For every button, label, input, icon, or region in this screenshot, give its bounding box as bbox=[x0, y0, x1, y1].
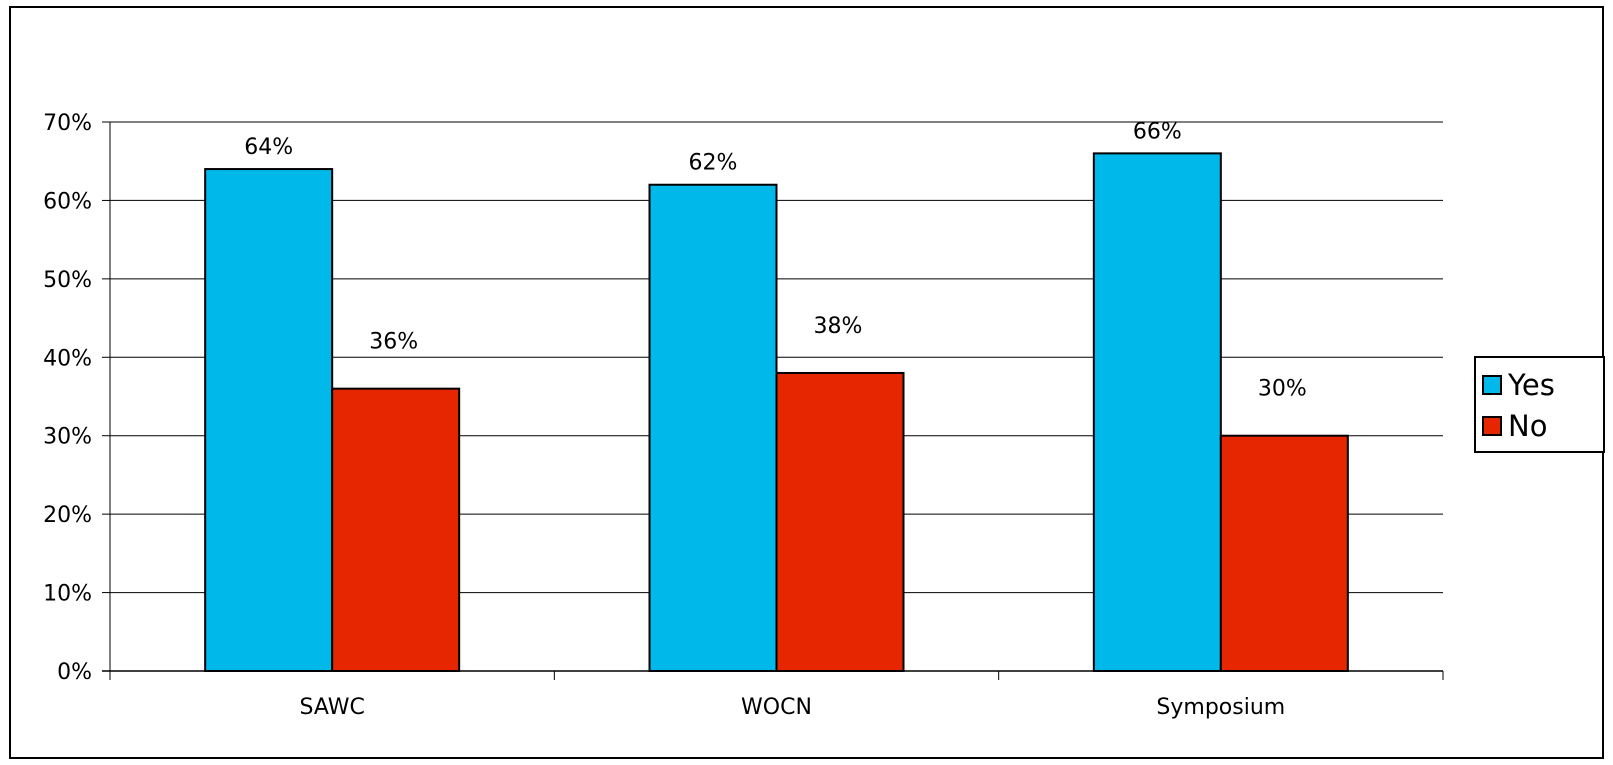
y-axis-ticks: 0% 10% 20% 30% 40% 50% 60% 70% bbox=[43, 111, 110, 685]
bar-no-wocn bbox=[775, 371, 905, 672]
y-tick-label: 70% bbox=[43, 111, 92, 136]
bar-no-symposium bbox=[1219, 434, 1349, 673]
legend-swatch-no bbox=[1482, 416, 1502, 436]
x-category-label: Symposium bbox=[1156, 695, 1285, 720]
data-label: 38% bbox=[814, 314, 863, 339]
bar-yes-symposium bbox=[1092, 152, 1222, 673]
legend-swatch-yes bbox=[1482, 375, 1502, 395]
bar-no-sawc bbox=[331, 387, 461, 672]
legend-label-no: No bbox=[1508, 409, 1548, 443]
y-tick-label: 60% bbox=[43, 189, 92, 214]
y-tick-label: 0% bbox=[57, 660, 92, 685]
x-category-label: SAWC bbox=[299, 695, 364, 720]
legend-label-yes: Yes bbox=[1508, 368, 1555, 402]
data-label: 36% bbox=[369, 330, 418, 355]
bar-yes-sawc bbox=[204, 168, 334, 673]
legend-item-no: No bbox=[1482, 408, 1547, 444]
data-label: 66% bbox=[1133, 119, 1182, 144]
y-tick-label: 40% bbox=[43, 346, 92, 371]
axes bbox=[102, 122, 1444, 680]
legend-item-yes: Yes bbox=[1482, 367, 1555, 403]
data-label: 64% bbox=[244, 135, 293, 160]
legend: Yes No bbox=[1474, 356, 1605, 453]
y-tick-label: 30% bbox=[43, 425, 92, 450]
y-tick-label: 10% bbox=[43, 582, 92, 607]
data-label: 62% bbox=[689, 151, 738, 176]
bar-yes-wocn bbox=[648, 183, 778, 672]
data-labels: 64% 36% SAWC 62% 38% WOCN 66% 30% Symposium bbox=[244, 119, 1307, 720]
y-tick-label: 20% bbox=[43, 503, 92, 528]
data-label: 30% bbox=[1258, 377, 1307, 402]
y-tick-label: 50% bbox=[43, 268, 92, 293]
bars bbox=[204, 152, 1349, 673]
x-category-label: WOCN bbox=[741, 695, 812, 720]
